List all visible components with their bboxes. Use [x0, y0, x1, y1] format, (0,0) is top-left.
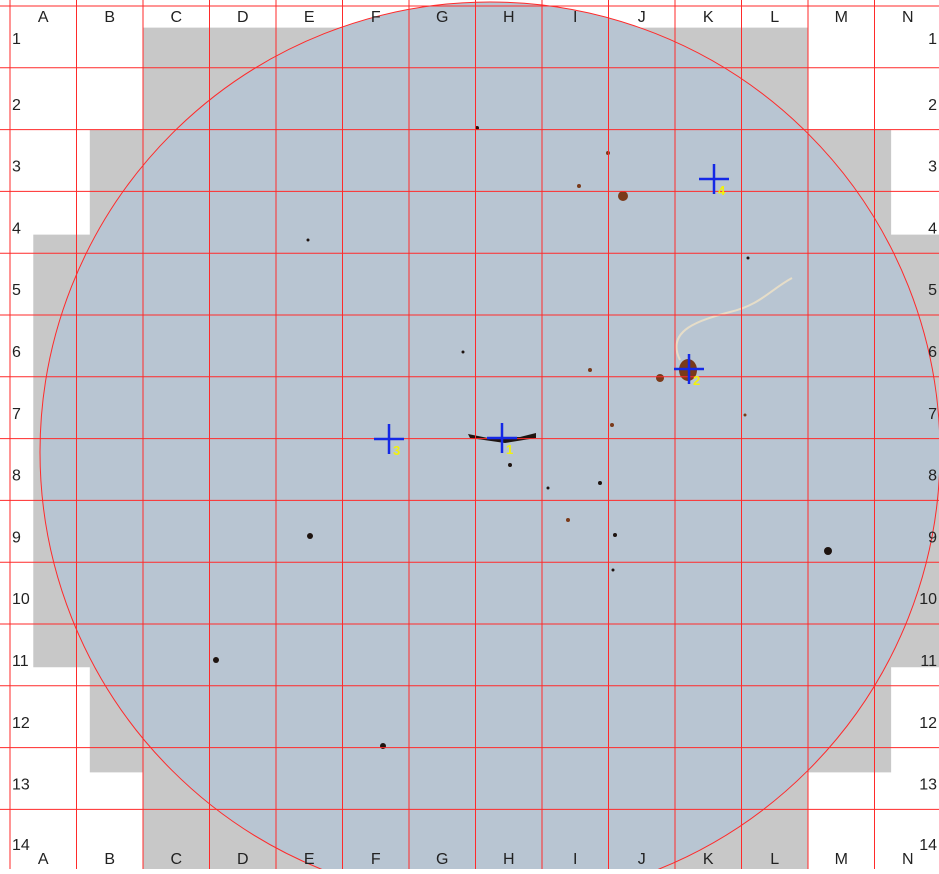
column-label: H	[503, 9, 515, 26]
particle-dot-icon	[610, 423, 614, 427]
marker-label: 2	[693, 373, 700, 388]
row-label: 13	[12, 777, 30, 794]
markers-layer: 1 2 3 4	[374, 164, 729, 458]
row-label: 1	[12, 31, 21, 48]
row-label: 7	[928, 406, 937, 423]
column-label: C	[170, 851, 182, 868]
column-labels-bottom: A B C D E F G H I J K L M N	[38, 851, 914, 868]
row-label: 9	[12, 529, 21, 546]
filter-circle	[39, 1, 939, 874]
particle-dot-icon	[824, 547, 832, 555]
row-label: 10	[12, 591, 30, 608]
row-label: 14	[12, 837, 30, 854]
column-label: C	[170, 9, 182, 26]
row-label: 3	[12, 159, 21, 176]
row-label: 12	[12, 715, 30, 732]
particle-dot-icon	[618, 191, 628, 201]
column-label: E	[304, 9, 315, 26]
marker-1[interactable]: 1	[487, 423, 517, 457]
row-label: 6	[12, 344, 21, 361]
particle-dot-icon	[598, 481, 602, 485]
column-label: J	[638, 851, 646, 868]
particle-dot-icon	[508, 463, 512, 467]
particle-dot-icon	[306, 238, 310, 242]
particle-dot-icon	[546, 486, 550, 490]
particle-dot-icon	[566, 518, 570, 522]
column-label: H	[503, 851, 515, 868]
column-label: G	[436, 851, 448, 868]
row-label: 13	[919, 777, 937, 794]
column-label: A	[38, 851, 49, 868]
column-label: E	[304, 851, 315, 868]
particle-dot-icon	[588, 368, 592, 372]
particle-dot-icon	[213, 657, 219, 663]
column-label: J	[638, 9, 646, 26]
row-label: 4	[928, 220, 937, 237]
column-label: F	[371, 851, 381, 868]
column-label: B	[104, 9, 115, 26]
marker-label: 1	[506, 442, 513, 457]
particle-dot-icon	[746, 256, 750, 260]
particles-layer	[213, 126, 832, 749]
column-label: D	[237, 851, 249, 868]
particle-dot-icon	[577, 184, 581, 188]
row-label: 12	[919, 715, 937, 732]
column-label: M	[835, 9, 848, 26]
column-label: G	[436, 9, 448, 26]
marker-2[interactable]: 2	[674, 354, 704, 388]
column-label: D	[237, 9, 249, 26]
column-label: B	[104, 851, 115, 868]
row-label: 7	[12, 406, 21, 423]
column-label: N	[902, 9, 914, 26]
row-label: 9	[928, 529, 937, 546]
marker-3[interactable]: 3	[374, 424, 404, 458]
row-label: 4	[12, 220, 21, 237]
column-label: I	[573, 9, 577, 26]
particle-dot-icon	[461, 350, 465, 354]
column-label: M	[835, 851, 848, 868]
row-label: 5	[12, 282, 21, 299]
row-label: 11	[12, 653, 29, 670]
marker-label: 3	[393, 443, 400, 458]
row-label: 5	[928, 282, 937, 299]
marker-4[interactable]: 4	[699, 164, 729, 198]
row-label: 8	[928, 468, 937, 485]
particle-dot-icon	[656, 374, 664, 382]
column-label: L	[770, 9, 779, 26]
row-label: 11	[920, 653, 937, 670]
particle-dot-icon	[307, 533, 313, 539]
row-label: 2	[928, 97, 937, 114]
row-label: 3	[928, 159, 937, 176]
column-label: A	[38, 9, 49, 26]
column-label: I	[573, 851, 577, 868]
row-label: 2	[12, 97, 21, 114]
particle-dot-icon	[743, 413, 747, 417]
row-label: 8	[12, 468, 21, 485]
row-label: 6	[928, 344, 937, 361]
column-label: F	[371, 9, 381, 26]
column-label: K	[703, 851, 714, 868]
row-label: 14	[919, 837, 937, 854]
particle-dot-icon	[613, 533, 617, 537]
row-label: 1	[928, 31, 937, 48]
column-label: L	[770, 851, 779, 868]
particle-dot-icon	[611, 568, 615, 572]
column-label: N	[902, 851, 914, 868]
marker-label: 4	[718, 183, 726, 198]
row-label: 10	[919, 591, 937, 608]
filter-membrane	[39, 1, 939, 874]
column-label: K	[703, 9, 714, 26]
column-labels-top: A B C D E F G H I J K L M N	[38, 9, 914, 26]
fiber-icon	[675, 277, 793, 361]
